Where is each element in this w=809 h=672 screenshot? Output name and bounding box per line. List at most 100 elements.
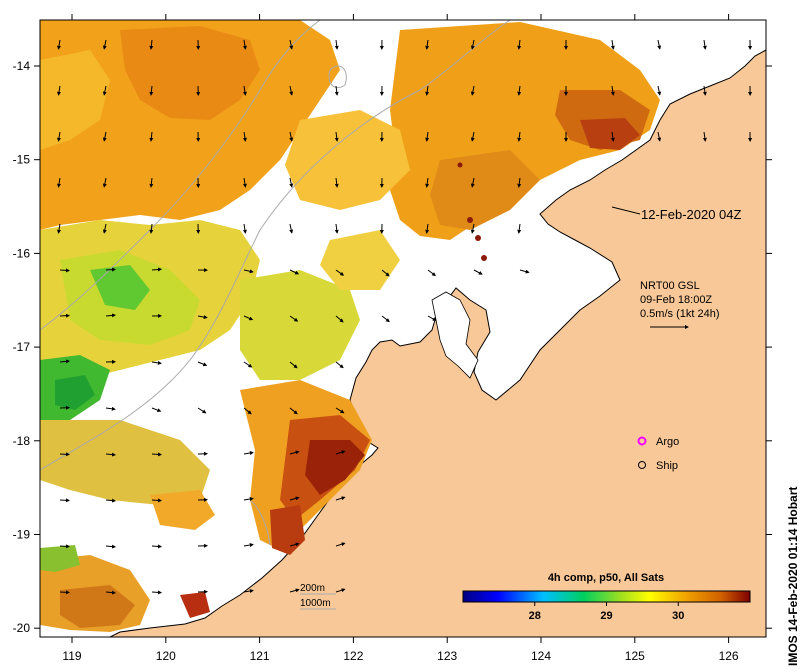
current-arrow (149, 223, 154, 234)
current-arrow (517, 39, 522, 50)
current-arrow (334, 85, 339, 96)
current-arrow (151, 590, 162, 595)
current-arrow (243, 361, 253, 368)
current-arrow (702, 131, 707, 142)
current-arrow (102, 177, 107, 188)
current-arrow (470, 85, 475, 96)
current-arrow (105, 452, 116, 457)
current-arrow (335, 542, 346, 547)
current-arrow (334, 223, 339, 234)
current-arrow (470, 223, 475, 234)
current-vectors (57, 39, 753, 595)
current-arrow (517, 223, 522, 234)
current-arrow (102, 39, 107, 50)
argo-label: Argo (656, 436, 679, 448)
current-arrow (335, 496, 346, 501)
colorbar (462, 590, 751, 603)
contour-200-label: 200m (300, 583, 325, 594)
current-arrow (102, 131, 107, 142)
current-arrow (289, 223, 294, 234)
sst-patches (40, 20, 660, 632)
current-arrow (470, 39, 475, 50)
current-arrow (289, 39, 294, 50)
current-arrow (425, 177, 430, 188)
inlet (431, 291, 479, 379)
current-arrow (289, 269, 300, 275)
current-arrow (59, 590, 70, 595)
current-arrow (427, 315, 437, 321)
current-arrow (610, 85, 615, 96)
current-arrow (425, 39, 430, 50)
current-arrow (59, 544, 70, 549)
x-tick-label: 125 (625, 649, 645, 663)
current-arrow (242, 85, 247, 96)
current-arrow (702, 85, 707, 96)
current-time: 09-Feb 18:00Z (640, 294, 712, 306)
current-arrow (242, 177, 247, 188)
current-arrow (243, 543, 254, 547)
current-arrow (149, 131, 154, 142)
plot-frame (39, 19, 767, 638)
current-arrow (102, 223, 107, 234)
current-arrow (57, 39, 61, 50)
current-arrow (289, 407, 298, 415)
ship-marker (638, 461, 646, 469)
current-arrow (335, 361, 344, 369)
current-arrow (105, 313, 116, 318)
current-arrow (57, 223, 61, 234)
current-arrow (289, 361, 298, 369)
current-arrow (149, 39, 154, 50)
current-arrow (289, 496, 300, 501)
y-tick-label: -20 (13, 621, 31, 635)
current-arrow (289, 85, 294, 96)
current-arrow (335, 269, 345, 276)
current-arrow (425, 131, 430, 142)
current-arrow (425, 223, 430, 234)
y-tick-label: -14 (13, 59, 31, 73)
current-arrow (57, 85, 61, 96)
current-arrow (334, 39, 339, 50)
current-arrow (151, 498, 162, 503)
y-tick-label: -15 (13, 153, 31, 167)
current-arrow (243, 589, 254, 593)
current-arrow (243, 451, 254, 455)
current-arrow (151, 544, 162, 549)
colorbar-tick-label: 28 (529, 610, 541, 622)
x-tick-label: 121 (250, 649, 270, 663)
current-arrow (59, 359, 70, 364)
current-arrow (334, 131, 339, 142)
x-tick-label: 124 (531, 649, 551, 663)
current-arrow (59, 498, 70, 503)
current-arrow (242, 131, 247, 142)
sample-points (457, 162, 487, 261)
current-arrow (473, 269, 483, 275)
current-arrow (243, 269, 254, 274)
current-arrow (425, 85, 430, 96)
current-arrow (470, 131, 475, 142)
current-arrow (59, 452, 70, 457)
current-arrow (105, 544, 116, 549)
current-arrow (517, 85, 522, 96)
current-arrow (381, 269, 390, 277)
current-arrow (470, 177, 475, 188)
current-arrow (243, 315, 254, 321)
current-arrow (289, 450, 300, 455)
current-arrow (289, 542, 300, 547)
current-arrow (242, 223, 247, 234)
y-tick-label: -18 (13, 434, 31, 448)
current-arrow (657, 85, 662, 96)
date-label: 12-Feb-2020 04Z (641, 207, 742, 222)
current-arrow (243, 497, 254, 501)
current-arrow (289, 588, 300, 593)
current-arrow (102, 85, 107, 96)
y-tick-label: -17 (13, 340, 31, 354)
y-axis: -14 -15 -16 -17 -18 -19 -20 (13, 59, 772, 635)
current-arrow (517, 177, 522, 188)
y-tick-label: -16 (13, 246, 31, 260)
current-arrow (610, 39, 615, 50)
current-arrow (57, 131, 61, 142)
current-arrow (657, 39, 662, 50)
current-arrow (197, 361, 208, 367)
credit-text: IMOS 14-Feb-2020 01:14 Hobart (786, 487, 800, 666)
